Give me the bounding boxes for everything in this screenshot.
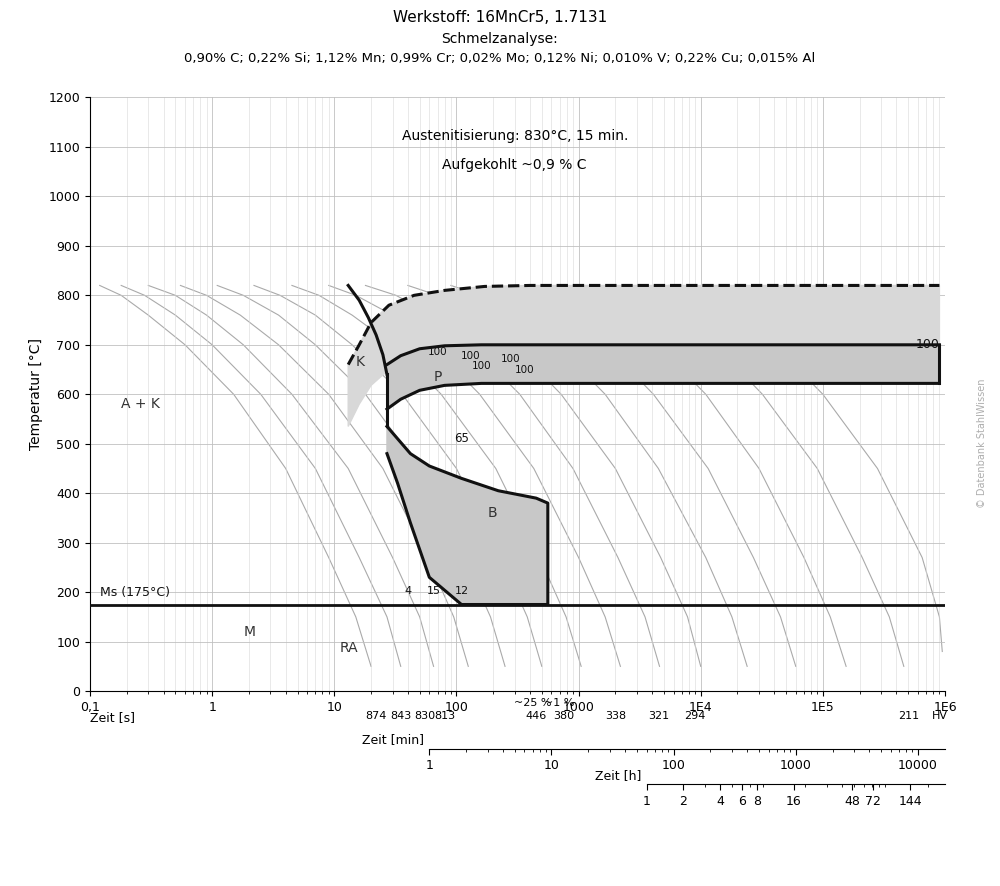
Polygon shape — [387, 426, 548, 604]
Text: Zeit [h]: Zeit [h] — [595, 769, 642, 781]
Text: 100: 100 — [428, 347, 447, 357]
Text: K: K — [356, 355, 365, 369]
Text: © Datenbank StahlWissen: © Datenbank StahlWissen — [977, 378, 987, 508]
Text: Zeit [s]: Zeit [s] — [90, 711, 135, 724]
Text: 100: 100 — [461, 351, 480, 361]
Text: A + K: A + K — [121, 397, 160, 411]
Text: 830: 830 — [414, 711, 435, 720]
Text: 321: 321 — [648, 711, 669, 720]
Text: Ms (175°C): Ms (175°C) — [100, 586, 170, 599]
Polygon shape — [348, 285, 939, 426]
Text: HV: HV — [931, 711, 947, 720]
Text: P: P — [434, 370, 442, 384]
Text: 100: 100 — [916, 338, 939, 352]
Text: ~1 %: ~1 % — [544, 698, 575, 708]
Text: 874: 874 — [365, 711, 387, 720]
Text: 446: 446 — [526, 711, 547, 720]
Text: 4: 4 — [404, 586, 411, 595]
Text: 813: 813 — [434, 711, 455, 720]
Text: Werkstoff: 16MnCr5, 1.7131: Werkstoff: 16MnCr5, 1.7131 — [393, 10, 607, 25]
Text: 100: 100 — [501, 354, 521, 363]
Text: RA: RA — [339, 641, 358, 655]
Text: B: B — [488, 506, 497, 520]
Text: 843: 843 — [390, 711, 411, 720]
Text: M: M — [243, 625, 255, 639]
Text: 211: 211 — [898, 711, 919, 720]
Text: 338: 338 — [605, 711, 626, 720]
Text: 15: 15 — [427, 586, 441, 595]
Text: 100: 100 — [515, 364, 534, 375]
Text: 0,90% C; 0,22% Si; 1,12% Mn; 0,99% Cr; 0,02% Mo; 0,12% Ni; 0,010% V; 0,22% Cu; 0: 0,90% C; 0,22% Si; 1,12% Mn; 0,99% Cr; 0… — [184, 52, 816, 65]
Text: 100: 100 — [472, 361, 491, 370]
Text: Zeit [min]: Zeit [min] — [362, 734, 424, 746]
Text: 380: 380 — [553, 711, 574, 720]
Text: 65: 65 — [454, 432, 469, 446]
Text: Aufgekohlt ~0,9 % C: Aufgekohlt ~0,9 % C — [442, 159, 587, 172]
Y-axis label: Temperatur [°C]: Temperatur [°C] — [29, 338, 43, 450]
Text: ~25 %: ~25 % — [514, 698, 551, 708]
Text: Austenitisierung: 830°C, 15 min.: Austenitisierung: 830°C, 15 min. — [402, 128, 628, 143]
Text: 12: 12 — [454, 586, 469, 595]
Text: 294: 294 — [684, 711, 706, 720]
Text: Schmelzanalyse:: Schmelzanalyse: — [442, 32, 558, 45]
Polygon shape — [387, 345, 939, 409]
